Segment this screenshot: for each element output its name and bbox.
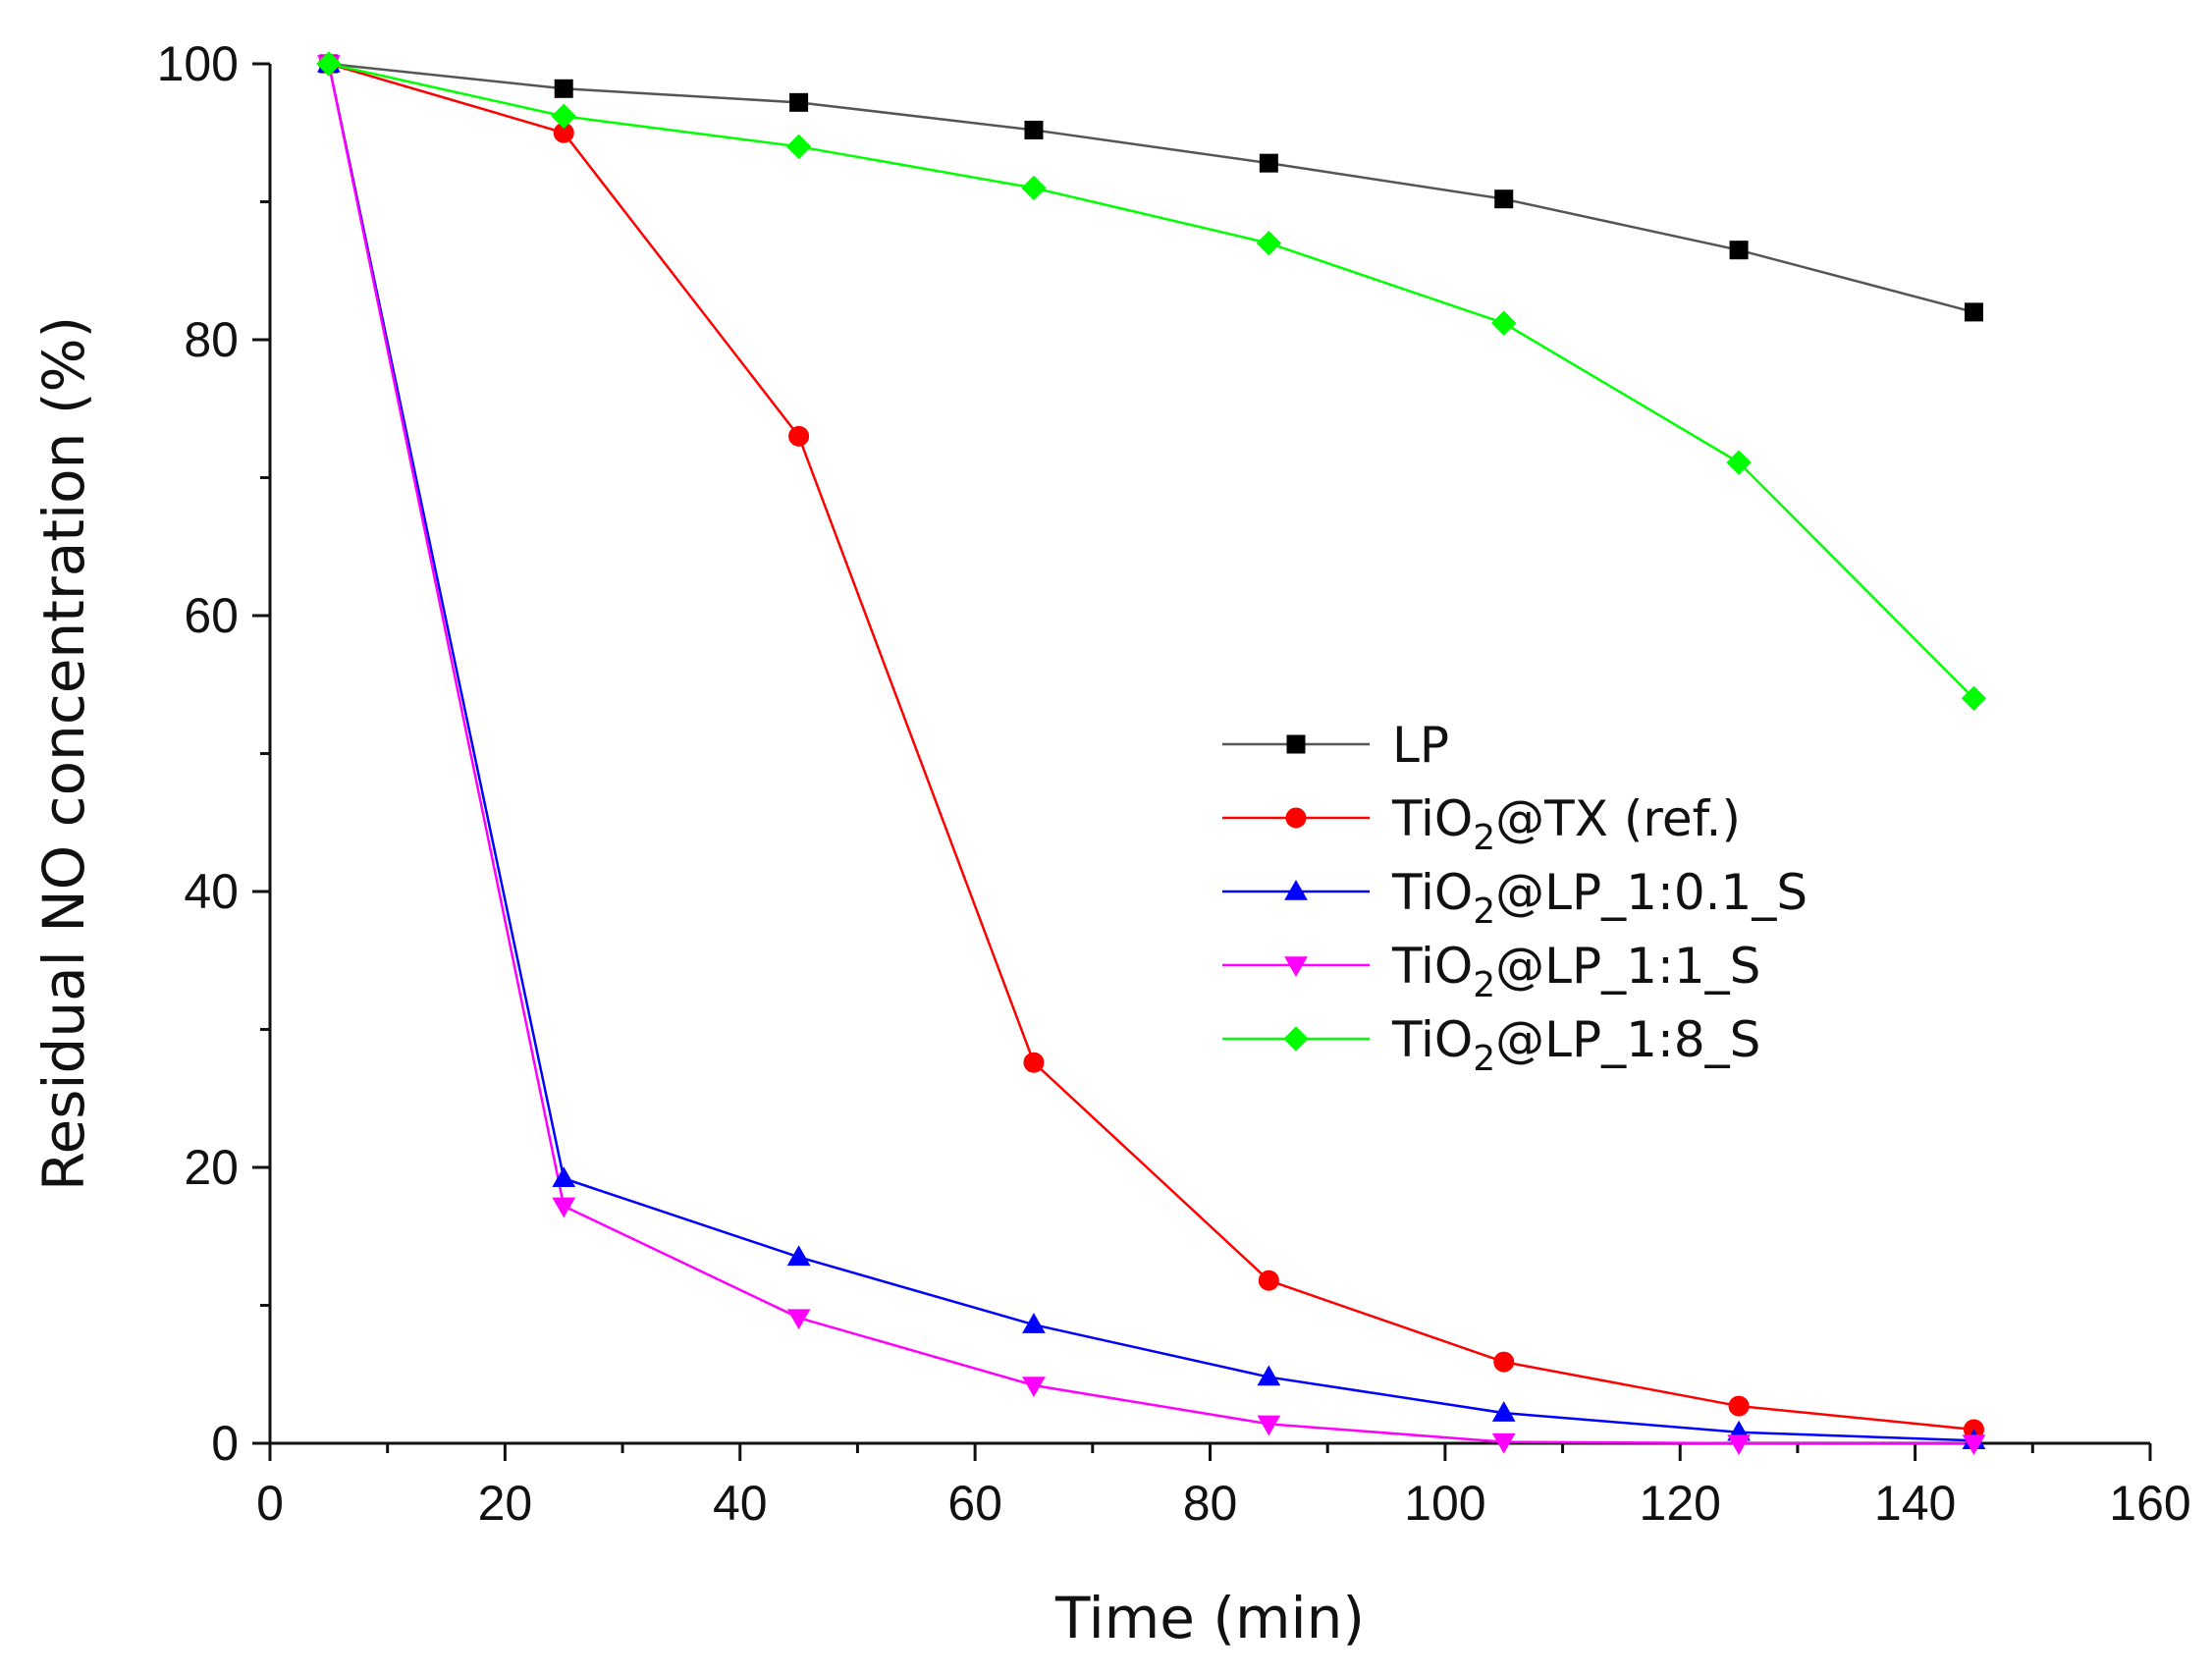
data-point-tio2-lp-1-8-s (1021, 175, 1047, 201)
x-tick-label: 20 (478, 1476, 533, 1531)
data-point-lp (1494, 189, 1514, 209)
y-tick-label: 40 (184, 864, 239, 919)
x-tick-label: 0 (256, 1476, 284, 1531)
data-point-tio2-lp-1-8-s (785, 134, 812, 160)
data-point-tio2-lp-1-0-1-s (1257, 1365, 1281, 1386)
legend-label-base: TiO (1391, 790, 1473, 847)
legend-item-tio2-tx-ref: TiO2@TX (ref.) (1222, 790, 1741, 858)
legend-marker (1283, 1026, 1309, 1052)
series-markers (316, 51, 1987, 1456)
x-tick-label: 80 (1183, 1476, 1238, 1531)
legend-label-subscript: 2 (1473, 965, 1495, 1005)
data-point-lp (554, 79, 573, 98)
data-point-tio2-lp-1-1-s (1022, 1377, 1046, 1397)
data-point-tio2-lp-1-8-s (316, 51, 342, 77)
legend-label-tail: @LP_1:8_S (1495, 1011, 1760, 1068)
axes: 0 20 40 60 80 100 120 140 160 0 20 40 60 80 100 (157, 36, 2191, 1531)
legend-item-tio2-lp-1-8-s: TiO2@LP_1:8_S (1222, 1011, 1760, 1079)
legend-item-lp: LP (1222, 717, 1449, 774)
series-lines (327, 62, 1975, 1445)
x-axis-title: Time (min) (1054, 1585, 1365, 1651)
legend-marker (1284, 879, 1308, 900)
x-tick-label: 160 (2109, 1476, 2190, 1531)
data-point-tio2-tx-ref (1258, 1270, 1279, 1291)
legend-marker (1286, 734, 1306, 754)
legend-label-base: LP (1392, 717, 1449, 774)
data-point-tio2-lp-1-1-s (1491, 1432, 1516, 1454)
data-point-tio2-lp-1-8-s (551, 103, 576, 130)
data-point-lp (1259, 153, 1278, 173)
legend-label-base: TiO (1391, 1011, 1473, 1068)
data-point-tio2-lp-1-8-s (1961, 685, 1987, 712)
legend-label-tail: @TX (ref.) (1495, 790, 1741, 847)
data-point-tio2-lp-1-1-s (1962, 1434, 1986, 1456)
x-tick-label: 100 (1404, 1476, 1485, 1531)
series-line-lp (328, 62, 1974, 314)
y-tick-label: 80 (184, 312, 239, 367)
legend-label: TiO2@LP_1:0.1_S (1391, 864, 1807, 932)
y-axis-title: Residual NO concentration (%) (30, 316, 97, 1191)
y-tick-label: 0 (211, 1416, 239, 1471)
data-point-tio2-lp-1-1-s (1257, 1415, 1281, 1436)
legend-item-tio2-lp-1-1-s: TiO2@LP_1:1_S (1222, 938, 1760, 1005)
legend-label: LP (1392, 717, 1449, 774)
legend-item-tio2-lp-1-0-1-s: TiO2@LP_1:0.1_S (1222, 864, 1807, 932)
legend-label-tail: @LP_1:1_S (1495, 938, 1760, 995)
legend-label-subscript: 2 (1473, 818, 1495, 858)
data-point-tio2-tx-ref (788, 425, 810, 447)
data-point-lp (789, 92, 809, 112)
series-line-tio2-lp-1-1-s (327, 63, 1974, 1445)
legend-label-tail: @LP_1:0.1_S (1495, 864, 1807, 921)
data-point-tio2-lp-1-8-s (1726, 450, 1752, 475)
legend-label: TiO2@TX (ref.) (1391, 790, 1741, 858)
x-tick-label: 120 (1640, 1476, 1721, 1531)
data-point-lp (1964, 302, 1983, 322)
data-point-tio2-lp-1-1-s (1727, 1434, 1751, 1456)
legend-label: TiO2@LP_1:1_S (1391, 938, 1760, 1005)
data-point-tio2-lp-1-1-s (552, 1197, 576, 1218)
data-point-lp (1024, 120, 1044, 139)
legend-marker (1285, 807, 1307, 829)
data-point-tio2-tx-ref (1023, 1052, 1045, 1073)
data-point-tio2-tx-ref (1728, 1395, 1750, 1417)
series-line-tio2-lp-1-8-s (328, 62, 1975, 700)
data-point-tio2-lp-1-1-s (786, 1309, 811, 1330)
data-point-tio2-lp-1-0-1-s (552, 1166, 576, 1187)
legend-label-subscript: 2 (1473, 1039, 1495, 1079)
legend-label-subscript: 2 (1473, 892, 1495, 932)
data-point-tio2-tx-ref (1493, 1351, 1515, 1373)
x-tick-label: 40 (713, 1476, 768, 1531)
data-point-tio2-lp-1-8-s (1491, 310, 1517, 336)
data-point-tio2-lp-1-0-1-s (1491, 1401, 1516, 1422)
legend-label: TiO2@LP_1:8_S (1391, 1011, 1760, 1079)
y-tick-label: 60 (184, 588, 239, 643)
legend-label-base: TiO (1391, 864, 1473, 921)
y-tick-label: 100 (157, 36, 239, 91)
data-point-lp (1729, 241, 1749, 260)
series-line-tio2-tx-ref (328, 62, 1974, 1432)
data-point-tio2-lp-1-8-s (1256, 230, 1282, 256)
data-point-tio2-lp-1-0-1-s (786, 1245, 811, 1267)
legend-label-base: TiO (1391, 938, 1473, 995)
x-tick-label: 140 (1874, 1476, 1956, 1531)
x-tick-label: 60 (947, 1476, 1002, 1531)
data-point-tio2-lp-1-0-1-s (1022, 1313, 1046, 1333)
y-tick-label: 20 (184, 1140, 239, 1195)
legend-marker (1284, 956, 1308, 978)
series-line-tio2-lp-1-0-1-s (327, 63, 1974, 1442)
